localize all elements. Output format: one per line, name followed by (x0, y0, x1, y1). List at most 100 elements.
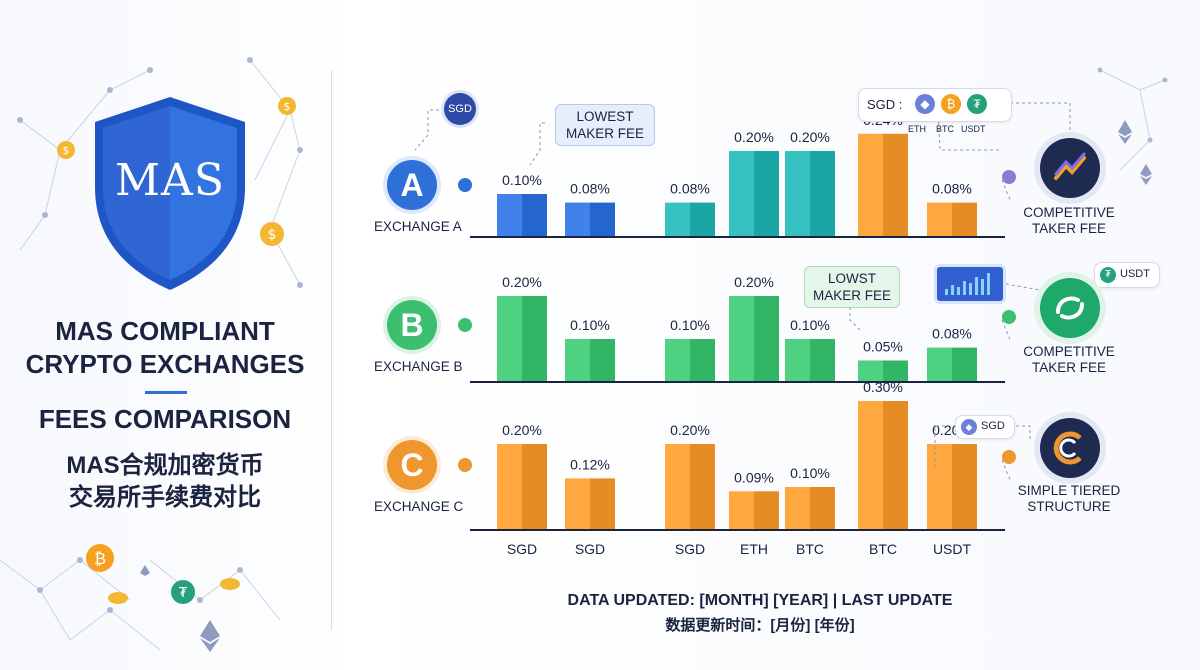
left-panel: $ $ $ ₿ ₮ MAS MAS COMPLIANT CRYPTO EXCHA… (0, 0, 330, 670)
usdt-icon: ₮ (967, 94, 987, 114)
b-feature-dot (1002, 310, 1016, 324)
c-sgd-pill: ◆ SGD (955, 415, 1015, 439)
tier-logo-icon (1040, 418, 1100, 478)
svg-text:$: $ (63, 144, 70, 157)
exchange-a-name: EXCHANGE A (374, 219, 462, 234)
bar (497, 194, 522, 237)
eth-icon: ◆ (915, 94, 935, 114)
a-currency-pill: SGD : ◆ ₿ ₮ (858, 88, 1012, 122)
a-feature-label: COMPETITIVE TAKER FEE (1023, 205, 1115, 236)
bar (927, 444, 952, 530)
bar-shade (754, 491, 779, 530)
bar (497, 296, 522, 382)
exchange-c-connector-dot (458, 458, 472, 472)
bar (497, 444, 522, 530)
b-usdt-pill: ₮ USDT (1094, 262, 1160, 288)
bar (858, 360, 883, 382)
bar-shade (590, 339, 615, 382)
exchange-arrows-icon (1040, 278, 1100, 338)
series-a: 0.10%0.08%0.08%0.20%0.20%0.24%0.08% (497, 112, 977, 237)
exchange-b-connector-dot (458, 318, 472, 332)
title-cn-line-2: 交易所手续费对比 (69, 484, 261, 511)
bar (858, 133, 883, 237)
bar (785, 339, 810, 382)
category-label: USDT (933, 541, 972, 557)
svg-text:$: $ (284, 100, 291, 113)
bar (729, 491, 754, 530)
bar (665, 339, 690, 382)
bar (729, 151, 754, 237)
data-label: 0.08% (670, 181, 710, 197)
data-label: 0.08% (932, 326, 972, 342)
category-label: ETH (740, 541, 768, 557)
title-line-1: MAS COMPLIANT (55, 316, 275, 346)
title-line-2: CRYPTO EXCHANGES (25, 349, 305, 379)
data-label: 0.20% (502, 274, 542, 290)
bar-shade (810, 339, 835, 382)
data-label: 0.20% (790, 129, 830, 145)
data-label: 0.08% (932, 181, 972, 197)
exchange-b-name: EXCHANGE B (374, 359, 463, 374)
b-lowest-maker-callout: LOWST MAKER FEE (804, 266, 900, 308)
data-label: 0.10% (570, 317, 610, 333)
category-label: BTC (796, 541, 824, 557)
title-line-3: FEES COMPARISON (38, 404, 292, 434)
c-sgd-label: SGD (981, 420, 1005, 432)
bar (858, 401, 883, 530)
mas-shield-icon (95, 97, 245, 290)
bar-shade (754, 296, 779, 382)
title-cn-line-1: MAS合规加密货币 (66, 452, 264, 479)
b-feature-label: COMPETITIVE TAKER FEE (1023, 344, 1115, 375)
bar (665, 202, 690, 237)
mini-bar-chart-icon (934, 264, 1006, 304)
c-feature-label: SIMPLE TIERED STRUCTURE (1017, 483, 1121, 514)
btc-label: BTC (936, 124, 954, 134)
data-label: 0.20% (670, 422, 710, 438)
shield-label: MAS (115, 155, 225, 206)
category-label: SGD (575, 541, 605, 557)
bar (565, 478, 590, 530)
data-label: 0.05% (863, 339, 903, 355)
exchange-b-badge: B (387, 300, 437, 350)
svg-text:₮: ₮ (179, 586, 188, 601)
category-label: BTC (869, 541, 897, 557)
data-label: 0.10% (670, 317, 710, 333)
bar-shade (952, 347, 977, 382)
svg-text:$: $ (268, 227, 277, 243)
exchange-a-badge: A (387, 160, 437, 210)
data-label: 0.10% (502, 172, 542, 188)
data-label: 0.08% (570, 181, 610, 197)
b-usdt-label: USDT (1120, 268, 1150, 280)
data-label: 0.20% (502, 422, 542, 438)
bar-shade (522, 296, 547, 382)
bar-shade (690, 339, 715, 382)
svg-text:₿: ₿ (94, 549, 106, 568)
bar-shade (810, 151, 835, 237)
data-label: 0.10% (790, 317, 830, 333)
a-currency-pill-label: SGD : (867, 97, 903, 112)
bar-shade (690, 444, 715, 530)
bar-shade (952, 444, 977, 530)
bar-shade (522, 444, 547, 530)
bar-shade (590, 202, 615, 237)
bar-shade (883, 133, 908, 237)
bar-shade (810, 487, 835, 530)
usdt-icon: ₮ (1100, 267, 1116, 283)
category-label: SGD (675, 541, 705, 557)
data-label: 0.09% (734, 469, 774, 485)
bar-shade (690, 202, 715, 237)
a-lowest-maker-callout: LOWEST MAKER FEE (555, 104, 655, 146)
btc-icon: ₿ (941, 94, 961, 114)
bar (565, 339, 590, 382)
data-label: 0.20% (734, 274, 774, 290)
exchange-c-name: EXCHANGE C (374, 499, 464, 514)
bar (785, 151, 810, 237)
category-label: SGD (507, 541, 537, 557)
data-label: 0.30% (863, 379, 903, 395)
footer-update-line-cn: 数据更新时间：[月份] [年份] (665, 617, 855, 634)
panel-divider (331, 70, 332, 630)
bar (565, 202, 590, 237)
bar (729, 296, 754, 382)
